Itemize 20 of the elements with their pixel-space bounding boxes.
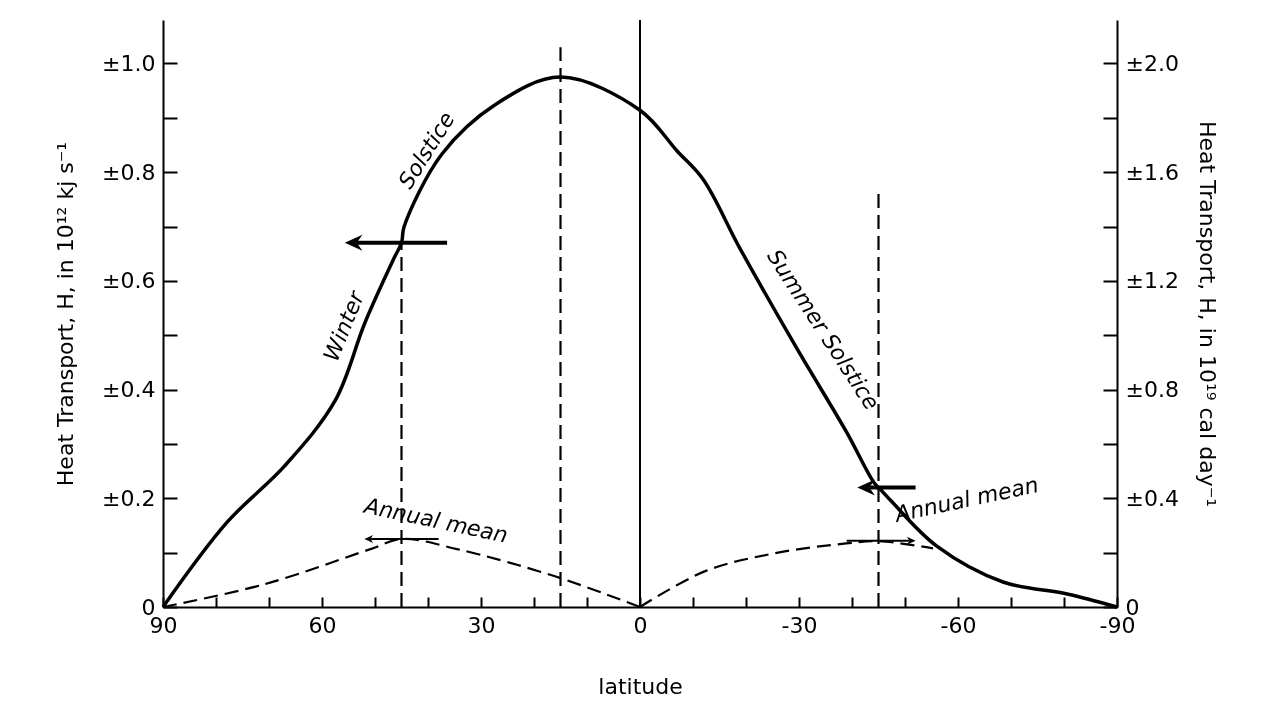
y-tick-label: ±0.4 — [102, 377, 156, 403]
x-axis-title: latitude — [598, 673, 683, 699]
y-tick-label: ±0.2 — [102, 485, 156, 511]
x-tick-label: 0 — [633, 612, 648, 638]
y2-tick-label: ±0.4 — [1125, 485, 1179, 511]
y2-tick-label: ±2.0 — [1125, 50, 1179, 76]
x-tick-label: -60 — [940, 612, 977, 638]
x-tick-label: -30 — [781, 612, 818, 638]
y-tick-label: ±0.8 — [102, 159, 156, 185]
y-tick-label: ±0.6 — [102, 268, 156, 294]
y2-tick-label: ±0.8 — [1125, 377, 1179, 403]
x-tick-label: 60 — [308, 612, 337, 638]
x-tick-label: 30 — [467, 612, 496, 638]
y-tick-label: ±1.0 — [102, 50, 156, 76]
y2-tick-label: ±1.2 — [1125, 268, 1179, 294]
annotation: Annual mean — [360, 492, 511, 548]
y2-axis-title: Heat Transport, H, in 10¹⁹ cal day⁻¹ — [1194, 120, 1220, 508]
annotation: Annual mean — [890, 472, 1041, 528]
y-axis-title: Heat Transport, H, in 10¹² kj s⁻¹ — [53, 141, 79, 487]
y2-tick-label: ±1.6 — [1125, 159, 1179, 185]
